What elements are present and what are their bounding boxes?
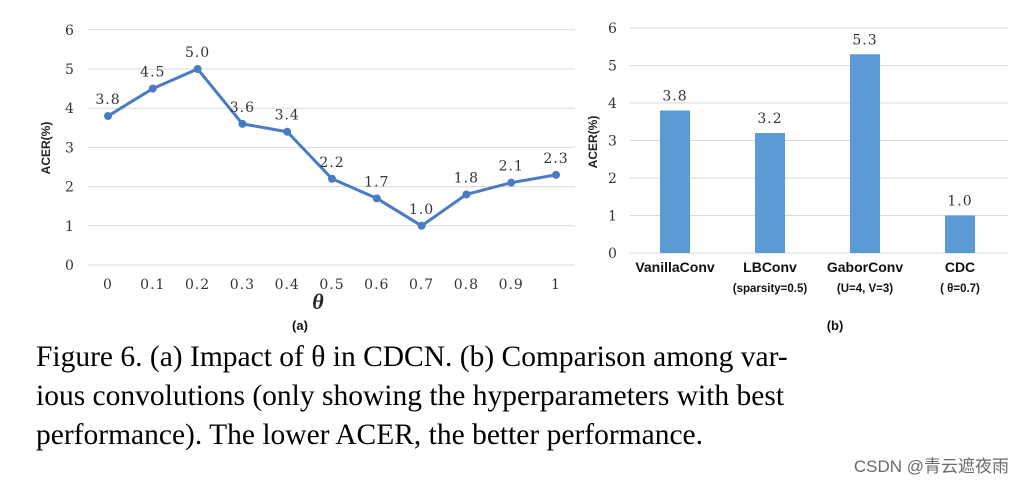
bar-category-label: LBConv <box>743 259 797 275</box>
bar-value-label: 3.2 <box>757 111 782 127</box>
caption-line: Figure 6. (a) Impact of θ in CDCN. (b) C… <box>36 341 788 373</box>
bar-chart-convolution-comparison: 0 1 2 3 4 5 6 ACER(%) 3.8 3.2 5.3 1.0 VanillaConv… <box>586 21 1008 333</box>
data-point <box>462 190 471 199</box>
data-label: 4.5 <box>140 65 165 81</box>
bar-category-label: GaborConv <box>827 259 903 275</box>
y-tick-label: 0 <box>65 258 75 274</box>
bar-category-sublabel: ( θ=0.7) <box>940 283 980 295</box>
bar-category-label: VanillaConv <box>635 259 715 275</box>
data-label: 2.1 <box>499 159 524 175</box>
caption-line: ious convolutions (only showing the hype… <box>36 380 785 412</box>
y-tick-label: 4 <box>65 101 75 117</box>
x-tick-label: 0.3 <box>230 277 255 293</box>
data-point <box>193 65 202 73</box>
x-tick-label: 1 <box>551 277 561 293</box>
data-point <box>104 112 112 121</box>
line-chart-theta-impact: 0 1 2 3 4 5 6 0 0.1 0.2 0.3 0.4 0.5 0.6 0.7 0.8 0.9 1 AC… <box>39 23 575 333</box>
line-chart-x-axis-label: θ <box>312 289 324 314</box>
data-point <box>372 194 381 203</box>
data-label: 3.8 <box>95 92 120 108</box>
y-tick-label: 2 <box>65 180 75 196</box>
data-point <box>417 221 426 230</box>
bar-category-sublabel: (U=4, V=3) <box>837 283 893 295</box>
data-label: 2.3 <box>543 151 568 167</box>
data-label: 3.6 <box>230 100 255 116</box>
y-tick-label: 1 <box>65 219 75 235</box>
y-tick-label: 4 <box>608 96 618 112</box>
bar-category-label: CDC <box>945 259 975 275</box>
data-label: 2.2 <box>319 155 344 171</box>
data-label: 1.0 <box>409 202 434 218</box>
y-tick-label: 1 <box>608 209 618 225</box>
x-tick-label: 0.4 <box>275 277 300 293</box>
bar <box>755 133 785 253</box>
y-tick-label: 5 <box>608 59 618 75</box>
x-tick-label: 0.7 <box>409 277 434 293</box>
y-tick-label: 5 <box>65 62 75 78</box>
data-label: 5.0 <box>185 45 210 61</box>
x-tick-label: 0.5 <box>319 277 344 293</box>
bar-category-sublabel: (sparsity=0.5) <box>733 283 808 295</box>
line-chart-y-axis-label: ACER(%) <box>39 122 53 175</box>
y-tick-label: 3 <box>65 140 75 156</box>
x-tick-label: 0.9 <box>499 277 524 293</box>
data-label: 3.4 <box>275 108 300 124</box>
x-tick-label: 0.2 <box>185 277 210 293</box>
y-tick-label: 6 <box>608 21 618 37</box>
data-point <box>552 170 560 179</box>
x-tick-label: 0.6 <box>364 277 389 293</box>
x-tick-label: 0 <box>103 277 113 293</box>
watermark: CSDN @青云遮夜雨 <box>853 457 1009 476</box>
bar-value-label: 5.3 <box>852 32 877 48</box>
bar-value-label: 3.8 <box>662 89 687 105</box>
bar <box>660 110 690 253</box>
x-tick-label: 0.8 <box>454 277 479 293</box>
data-point <box>148 84 157 93</box>
panel-a-label: (a) <box>292 318 308 333</box>
panel-b-label: (b) <box>827 318 844 333</box>
caption-line: performance). The lower ACER, the better… <box>36 419 704 451</box>
data-label: 1.8 <box>454 170 479 186</box>
bar-value-label: 1.0 <box>947 194 972 210</box>
bar <box>945 215 975 253</box>
bar <box>850 54 880 253</box>
y-tick-label: 0 <box>608 246 618 262</box>
x-tick-label: 0.1 <box>140 277 165 293</box>
data-label: 1.7 <box>364 174 389 190</box>
data-point <box>283 127 292 136</box>
y-tick-label: 6 <box>65 23 75 39</box>
y-tick-label: 2 <box>608 171 618 187</box>
data-point <box>507 178 516 187</box>
data-point <box>328 174 336 183</box>
y-tick-label: 3 <box>608 134 618 150</box>
figure-caption: Figure 6. (a) Impact of θ in CDCN. (b) C… <box>36 338 981 455</box>
data-point <box>238 119 247 128</box>
bar-chart-y-axis-label: ACER(%) <box>586 116 600 169</box>
